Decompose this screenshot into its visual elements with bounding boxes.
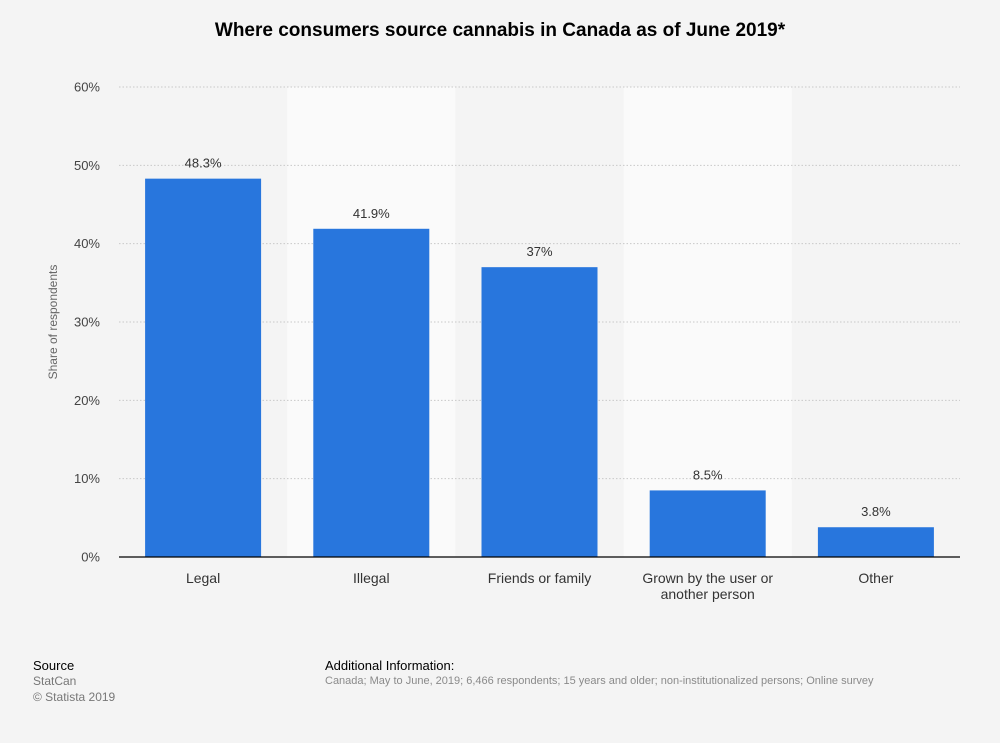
source-block: Source StatCan © Statista 2019 — [33, 658, 115, 705]
source-heading: Source — [33, 658, 75, 673]
chart-title: Where consumers source cannabis in Canad… — [214, 20, 786, 41]
y-tick-label: 50% — [74, 158, 100, 173]
y-tick-label: 60% — [74, 80, 100, 95]
data-label: 3.8% — [861, 504, 891, 519]
bar — [145, 178, 262, 557]
x-tick-label: Friends or family — [488, 570, 591, 586]
data-label: 8.5% — [693, 467, 723, 482]
data-label: 37% — [526, 244, 552, 259]
additional-info-heading: Additional Information: — [325, 658, 455, 673]
bar-chart: 0% 10% 20% 30% 40% 50% 60% Share of respondents… — [46, 80, 960, 602]
y-tick-label: 40% — [74, 236, 100, 251]
additional-info-block: Additional Information: Canada; May to J… — [325, 658, 874, 689]
bar — [817, 527, 934, 557]
x-tick-label: Legal — [186, 570, 220, 586]
x-tick-label: Illegal — [353, 570, 390, 586]
x-tick-label: Grown by the user or — [642, 570, 773, 586]
y-tick-label: 0% — [81, 550, 100, 565]
y-tick-label: 10% — [74, 471, 100, 486]
source-name[interactable]: StatCan — [33, 674, 77, 688]
additional-info-text: Canada; May to June, 2019; 6,466 respond… — [325, 675, 874, 687]
bar — [481, 267, 598, 557]
data-label: 48.3% — [185, 156, 222, 171]
data-label: 41.9% — [353, 206, 390, 221]
x-tick-label: another person — [661, 586, 755, 602]
y-tick-label: 20% — [74, 393, 100, 408]
y-axis-title: Share of respondents — [46, 265, 60, 380]
bar — [313, 228, 430, 558]
y-tick-label: 30% — [74, 315, 100, 330]
x-tick-label: Other — [858, 570, 893, 586]
copyright-text: © Statista 2019 — [33, 690, 116, 704]
bar — [649, 490, 766, 557]
